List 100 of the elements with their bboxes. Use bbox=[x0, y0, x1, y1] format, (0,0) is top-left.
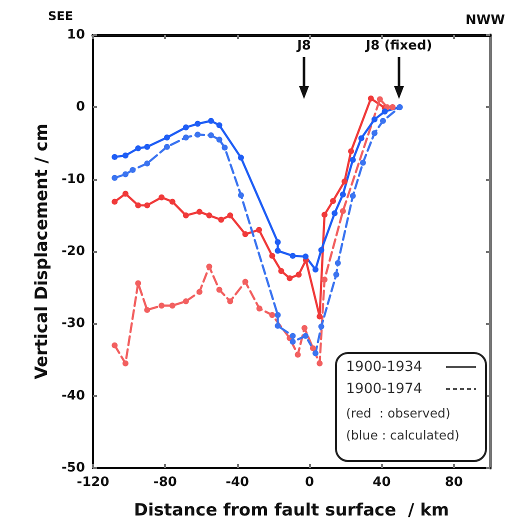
x-tick-label: -80 bbox=[153, 475, 177, 490]
point bbox=[164, 144, 170, 150]
y-tick-label: -10 bbox=[62, 172, 85, 187]
point bbox=[333, 272, 340, 278]
x-tick-label: 80 bbox=[444, 475, 463, 490]
point bbox=[158, 194, 165, 200]
point bbox=[208, 118, 214, 124]
point bbox=[130, 166, 136, 173]
point bbox=[216, 286, 222, 293]
point bbox=[316, 360, 323, 366]
point bbox=[318, 247, 324, 254]
point bbox=[296, 272, 302, 278]
annotation: J8 (fixed) bbox=[364, 38, 432, 54]
y-tick-label: -50 bbox=[62, 460, 85, 476]
y-axis-title: Vertical Displacement / cm bbox=[32, 124, 52, 380]
point bbox=[330, 198, 336, 204]
point bbox=[196, 208, 202, 215]
point bbox=[256, 226, 262, 233]
point bbox=[238, 154, 244, 161]
point bbox=[368, 96, 374, 102]
point bbox=[350, 192, 356, 199]
point bbox=[208, 132, 214, 138]
point bbox=[274, 312, 281, 318]
point bbox=[294, 352, 301, 358]
point bbox=[274, 248, 281, 254]
point bbox=[274, 322, 281, 329]
point bbox=[169, 198, 176, 205]
point bbox=[227, 298, 234, 304]
point bbox=[322, 212, 328, 218]
point bbox=[218, 216, 224, 223]
point bbox=[372, 116, 378, 122]
text: NWW bbox=[465, 13, 505, 28]
point bbox=[302, 325, 308, 331]
point bbox=[112, 198, 118, 205]
point bbox=[290, 332, 296, 339]
point bbox=[135, 280, 142, 286]
point bbox=[376, 96, 383, 102]
x-tick-label: -40 bbox=[226, 475, 250, 490]
point bbox=[196, 288, 202, 295]
point bbox=[332, 210, 338, 216]
point bbox=[122, 360, 128, 366]
x-axis-title: Distance from fault surface / km bbox=[134, 500, 450, 520]
point bbox=[382, 108, 388, 114]
y-tick-label: 10 bbox=[66, 28, 85, 42]
point bbox=[122, 171, 128, 178]
point bbox=[135, 202, 142, 208]
point bbox=[312, 350, 318, 356]
point bbox=[206, 212, 212, 218]
point bbox=[318, 324, 324, 330]
point bbox=[182, 124, 189, 130]
point bbox=[340, 208, 346, 214]
point bbox=[135, 145, 142, 152]
point bbox=[182, 134, 189, 140]
x-tick-label: -120 bbox=[76, 475, 110, 490]
point bbox=[242, 278, 248, 285]
point bbox=[269, 252, 276, 259]
point bbox=[182, 298, 189, 304]
point bbox=[322, 276, 328, 283]
annotation: (red : observed) bbox=[346, 406, 450, 420]
point bbox=[238, 192, 244, 198]
point bbox=[348, 148, 354, 154]
point bbox=[342, 178, 348, 184]
point bbox=[334, 260, 341, 266]
point bbox=[350, 156, 356, 163]
point bbox=[144, 202, 150, 208]
point bbox=[112, 154, 118, 160]
point bbox=[360, 160, 366, 166]
point bbox=[256, 306, 262, 312]
x-tick-label: 40 bbox=[372, 475, 391, 490]
y-tick-label: -30 bbox=[62, 316, 85, 332]
point bbox=[122, 152, 128, 159]
point bbox=[358, 135, 364, 142]
point bbox=[194, 132, 201, 138]
annotation: 1900-1974 bbox=[346, 381, 422, 397]
annotation: 1900-1934 bbox=[346, 359, 422, 375]
point bbox=[182, 212, 189, 218]
point bbox=[222, 144, 228, 151]
point bbox=[164, 134, 170, 140]
point bbox=[144, 306, 150, 313]
point bbox=[274, 239, 281, 246]
point bbox=[290, 252, 296, 259]
point bbox=[112, 174, 118, 181]
point bbox=[316, 313, 323, 320]
point bbox=[372, 130, 378, 136]
point bbox=[380, 118, 386, 124]
point bbox=[112, 342, 118, 348]
point bbox=[169, 302, 176, 309]
y-tick-label: -20 bbox=[62, 244, 85, 259]
point bbox=[144, 144, 150, 150]
point bbox=[206, 264, 212, 270]
annotation: (blue : calculated) bbox=[346, 428, 460, 442]
x-tick-label: 0 bbox=[305, 475, 314, 490]
point bbox=[302, 254, 309, 260]
point bbox=[158, 302, 165, 309]
point bbox=[216, 122, 222, 128]
point bbox=[340, 191, 346, 198]
point bbox=[310, 345, 316, 352]
annotation: J8 bbox=[296, 38, 311, 54]
point bbox=[144, 160, 150, 166]
point bbox=[242, 231, 248, 238]
